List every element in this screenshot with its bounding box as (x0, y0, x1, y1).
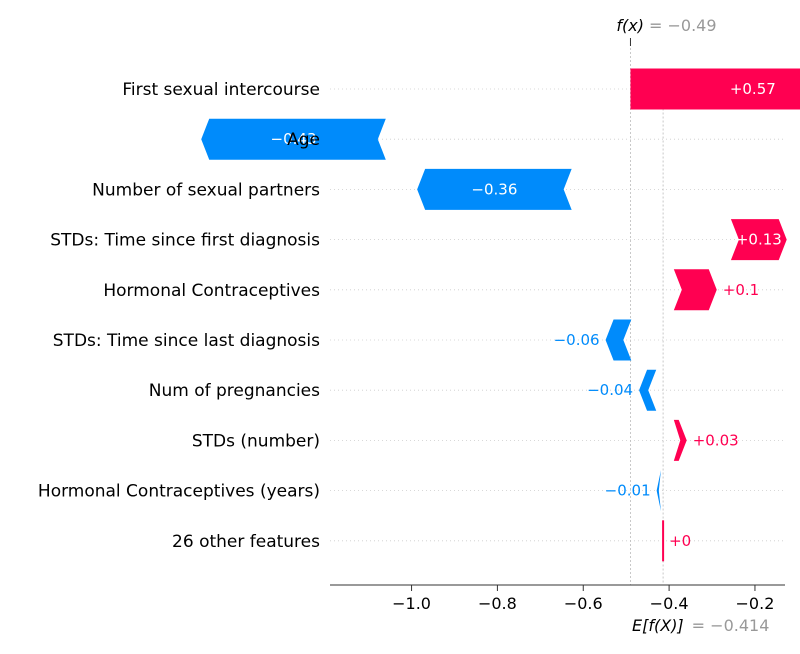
fx-annotation: f(x) = −0.49 (616, 16, 716, 35)
fx-label: f(x) (616, 16, 644, 35)
waterfall-bar (417, 168, 572, 210)
expected-value: = −0.414 (692, 616, 770, 635)
bar-value-label: −0.06 (554, 331, 600, 349)
x-tick-label: −0.8 (478, 594, 517, 613)
expected-value-annotation: E[f(X)] = −0.414 (632, 616, 769, 635)
x-tick-label: −0.6 (564, 594, 603, 613)
feature-label: Hormonal Contraceptives (103, 281, 320, 301)
feature-label: STDs (number) (192, 431, 320, 451)
waterfall-bar (639, 369, 657, 411)
fx-value: = −0.49 (649, 16, 717, 35)
feature-label: STDs: Time since last diagnosis (53, 331, 320, 351)
expected-value-label: E[f(X)] (632, 616, 684, 635)
waterfall-bar (630, 68, 800, 110)
x-tick-label: −0.4 (650, 594, 689, 613)
bar-value-label: +0.57 (730, 80, 776, 98)
bar-value-label: −0.04 (587, 381, 633, 399)
feature-label: Num of pregnancies (149, 381, 320, 401)
feature-label: 26 other features (172, 532, 320, 552)
feature-label: First sexual intercourse (122, 80, 320, 100)
bar-value-label: +0 (669, 532, 691, 550)
feature-label: STDs: Time since first diagnosis (50, 231, 320, 251)
bar-value-label: −0.43 (271, 130, 317, 148)
waterfall-bar (673, 419, 687, 461)
x-tick-label: −1.0 (392, 594, 431, 613)
waterfall-bar (730, 219, 787, 261)
waterfall-bar (656, 470, 661, 512)
waterfall-bar (201, 118, 386, 160)
feature-label: Hormonal Contraceptives (years) (38, 482, 320, 502)
bar-value-label: −0.01 (605, 482, 651, 500)
waterfall-bar (605, 319, 632, 361)
feature-label: Age (287, 130, 320, 150)
bar-value-label: +0.03 (693, 431, 739, 449)
feature-label: Number of sexual partners (92, 180, 320, 200)
waterfall-bar (673, 269, 717, 311)
bar-value-label: −0.36 (471, 180, 517, 198)
x-tick-label: −0.2 (736, 594, 775, 613)
bar-value-label: +0.1 (723, 281, 759, 299)
bar-value-label: +0.13 (736, 231, 782, 249)
